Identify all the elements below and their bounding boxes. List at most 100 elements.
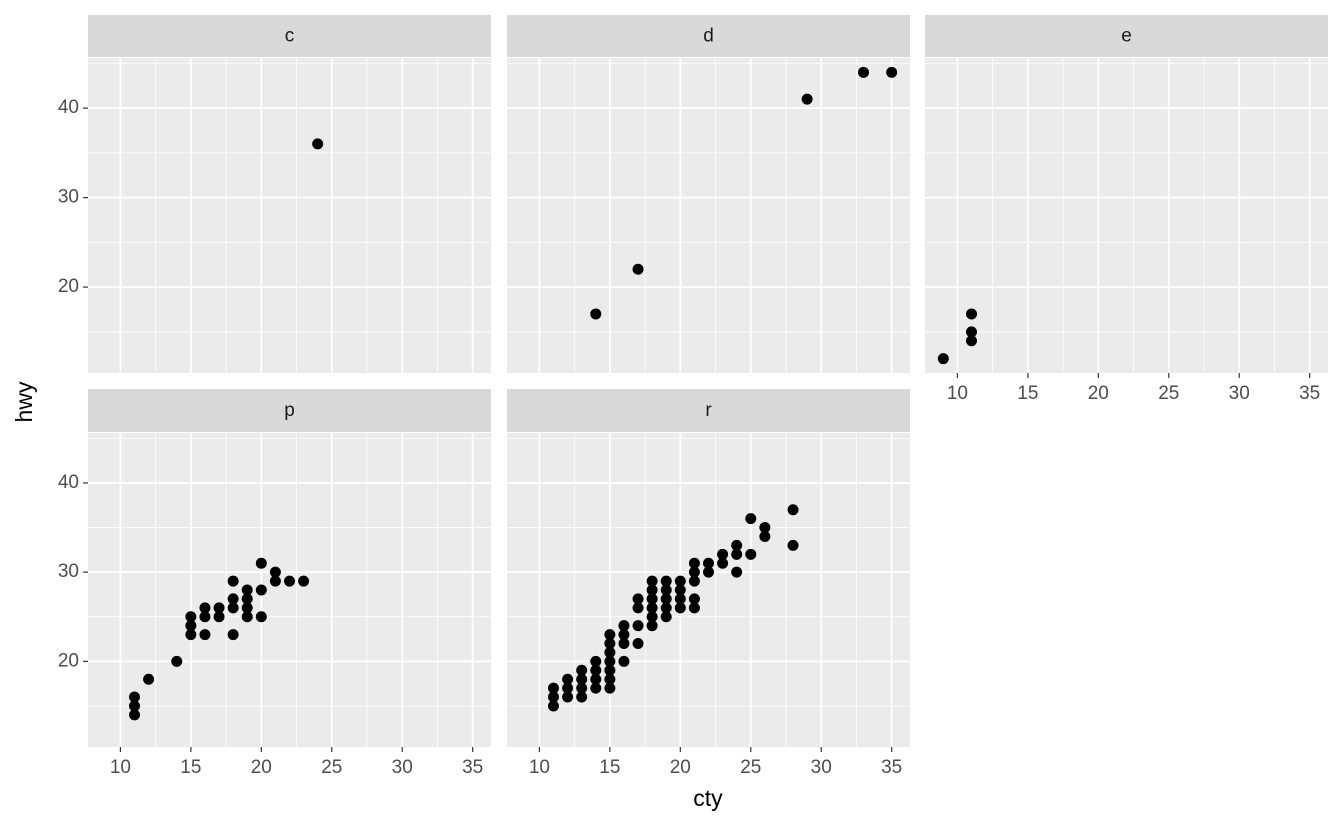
point — [576, 682, 588, 694]
point — [618, 655, 630, 667]
point — [632, 638, 644, 650]
point — [604, 655, 616, 667]
point — [255, 611, 267, 623]
point — [604, 629, 616, 641]
point — [688, 566, 700, 578]
point — [674, 593, 686, 605]
point — [199, 602, 211, 614]
point — [227, 593, 239, 605]
point — [213, 602, 225, 614]
point — [632, 593, 644, 605]
point — [787, 539, 799, 551]
x-tick-label: 35 — [462, 757, 483, 778]
point — [227, 602, 239, 614]
point — [241, 602, 253, 614]
point — [745, 513, 757, 525]
point — [688, 557, 700, 569]
point — [269, 566, 281, 578]
point — [966, 326, 977, 338]
x-tick-label: 15 — [1017, 383, 1038, 404]
strip-label: p — [284, 400, 295, 421]
point — [604, 664, 616, 676]
point — [548, 691, 559, 703]
point — [660, 584, 672, 596]
point — [688, 602, 700, 614]
point — [185, 629, 197, 641]
point — [284, 575, 295, 587]
point — [171, 655, 183, 667]
panel-background — [507, 433, 910, 747]
y-axis-title: hwy — [11, 381, 37, 422]
point — [618, 638, 630, 650]
point — [255, 584, 267, 596]
x-tick-label: 25 — [740, 757, 761, 778]
point — [717, 548, 729, 560]
point — [966, 335, 977, 347]
point — [562, 682, 574, 694]
point — [562, 691, 574, 703]
point — [759, 530, 771, 542]
strip — [925, 15, 1328, 57]
x-tick-label: 10 — [110, 757, 131, 778]
x-tick-label: 30 — [811, 757, 832, 778]
x-tick-label: 35 — [1299, 383, 1320, 404]
panel-background — [507, 58, 910, 373]
point — [576, 673, 588, 685]
point — [745, 548, 757, 560]
point — [185, 620, 197, 632]
point — [731, 566, 743, 578]
point — [703, 566, 714, 578]
x-tick-label: 20 — [670, 757, 691, 778]
point — [787, 504, 799, 516]
point — [646, 575, 658, 587]
point — [576, 664, 588, 676]
panel-background — [88, 58, 491, 373]
x-tick-label: 20 — [1088, 383, 1109, 404]
x-tick-label: 35 — [881, 757, 902, 778]
strip — [507, 15, 910, 57]
point — [660, 602, 672, 614]
point — [646, 584, 658, 596]
point — [801, 93, 813, 105]
panel-background — [925, 58, 1328, 373]
y-tick-label: 20 — [58, 650, 79, 671]
x-axis-title: cty — [693, 785, 723, 811]
x-tick-label: 30 — [392, 757, 413, 778]
point — [886, 66, 898, 78]
strip-label: r — [705, 400, 712, 421]
point — [759, 522, 771, 534]
point — [731, 548, 743, 560]
point — [227, 629, 239, 641]
point — [604, 673, 616, 685]
point — [966, 308, 977, 320]
x-tick-label: 30 — [1229, 383, 1250, 404]
point — [632, 620, 644, 632]
point — [646, 593, 658, 605]
point — [604, 682, 616, 694]
point — [227, 575, 239, 587]
point — [688, 575, 700, 587]
y-tick-label: 30 — [58, 561, 79, 582]
point — [213, 611, 225, 623]
point — [143, 673, 155, 685]
point — [590, 308, 602, 320]
point — [674, 575, 686, 587]
point — [312, 138, 324, 150]
x-tick-label: 25 — [321, 757, 342, 778]
point — [858, 66, 869, 78]
point — [241, 593, 253, 605]
point — [185, 611, 197, 623]
point — [660, 611, 672, 623]
point — [618, 620, 630, 632]
y-tick-label: 30 — [58, 187, 79, 208]
point — [576, 691, 588, 703]
point — [269, 575, 281, 587]
y-tick-label: 40 — [58, 97, 79, 118]
x-tick-label: 25 — [1158, 383, 1179, 404]
x-tick-label: 20 — [251, 757, 272, 778]
point — [632, 263, 644, 275]
point — [199, 629, 211, 641]
point — [646, 602, 658, 614]
strip-label: e — [1121, 26, 1132, 47]
point — [590, 673, 602, 685]
